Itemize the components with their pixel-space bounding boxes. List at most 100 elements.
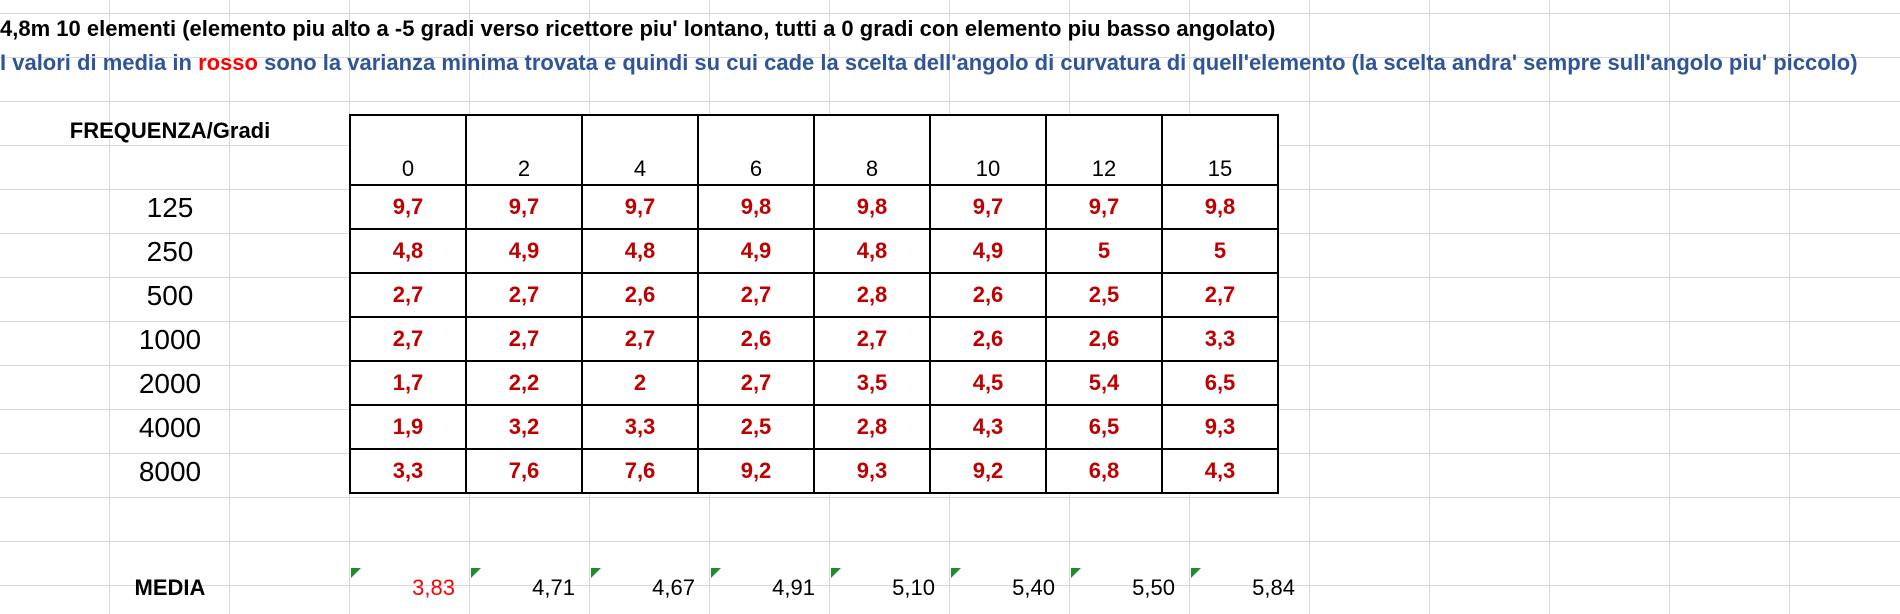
title-text[interactable]: 4,8m 10 elementi (elemento piu alto a -5… (0, 16, 1276, 41)
green-corner-triangle-icon (471, 568, 481, 578)
value-cell[interactable]: 2,7 (697, 360, 815, 406)
value-cell[interactable]: 2,7 (1161, 272, 1279, 318)
value-cell[interactable]: 9,7 (929, 184, 1047, 230)
frequency-cell[interactable]: 8000 (138, 456, 202, 487)
note-highlight: rosso (198, 50, 258, 75)
value-cell[interactable]: 3,3 (581, 404, 699, 450)
value-cell[interactable]: 9,8 (1161, 184, 1279, 230)
value-cell[interactable]: 9,2 (929, 448, 1047, 494)
value-cell[interactable]: 4,3 (1161, 448, 1279, 494)
value-cell[interactable]: 3,2 (465, 404, 583, 450)
value-cell[interactable]: 7,6 (581, 448, 699, 494)
value-cell[interactable]: 1,9 (349, 404, 467, 450)
value-cell[interactable]: 4,9 (929, 228, 1047, 274)
frequency-cell[interactable]: 2000 (138, 368, 202, 399)
angle-header-cell[interactable]: 6 (697, 114, 815, 186)
frequency-cell[interactable]: 4000 (138, 412, 202, 443)
value-cell[interactable]: 6,5 (1161, 360, 1279, 406)
value-cell[interactable]: 2,7 (349, 272, 467, 318)
value-cell[interactable]: 3,5 (813, 360, 931, 406)
value-cell[interactable]: 2,8 (813, 272, 931, 318)
media-cell[interactable]: 3,83 (349, 566, 469, 610)
angle-header-row: 0 2 4 6 8 10 12 15 (349, 114, 1279, 186)
green-corner-triangle-icon (711, 568, 721, 578)
value-cell[interactable]: 9,8 (697, 184, 815, 230)
media-cell[interactable]: 5,50 (1069, 566, 1189, 610)
green-corner-triangle-icon (951, 568, 961, 578)
media-value: 5,10 (892, 575, 935, 600)
value-cell[interactable]: 9,3 (1161, 404, 1279, 450)
value-cell[interactable]: 2,7 (697, 272, 815, 318)
angle-header-cell[interactable]: 15 (1161, 114, 1279, 186)
value-cell[interactable]: 3,3 (349, 448, 467, 494)
value-cell[interactable]: 2,5 (697, 404, 815, 450)
value-cell[interactable]: 2,6 (929, 272, 1047, 318)
media-row: 3,83 4,71 4,67 4,91 5,10 5,40 5,50 5,84 (349, 566, 1309, 610)
value-cell[interactable]: 2,7 (349, 316, 467, 362)
note-suffix: sono la varianza minima trovata e quindi… (257, 50, 1858, 75)
value-cell[interactable]: 4,9 (465, 228, 583, 274)
value-cell[interactable]: 3,3 (1161, 316, 1279, 362)
value-cell[interactable]: 2,8 (813, 404, 931, 450)
media-cell[interactable]: 5,84 (1189, 566, 1309, 610)
variance-table: 0 2 4 6 8 10 12 15 9,7 9,7 9,7 9,8 9,8 9,7 9,7 9,8 4,8 4,… (349, 114, 1279, 494)
value-cell[interactable]: 9,7 (581, 184, 699, 230)
value-cell[interactable]: 2,7 (465, 272, 583, 318)
value-cell[interactable]: 5 (1161, 228, 1279, 274)
value-cell[interactable]: 2,6 (581, 272, 699, 318)
frequency-cell[interactable]: 500 (146, 280, 194, 311)
frequency-cell[interactable]: 250 (146, 236, 194, 267)
value-cell[interactable]: 2,6 (1045, 316, 1163, 362)
value-cell[interactable]: 9,7 (465, 184, 583, 230)
frequency-cell[interactable]: 1000 (138, 324, 202, 355)
media-cell[interactable]: 5,10 (829, 566, 949, 610)
media-value: 4,91 (772, 575, 815, 600)
value-cell[interactable]: 2,6 (697, 316, 815, 362)
value-cell[interactable]: 4,8 (581, 228, 699, 274)
note-text[interactable]: I valori di media in rosso sono la varia… (0, 50, 1858, 76)
value-cell[interactable]: 4,9 (697, 228, 815, 274)
value-cell[interactable]: 4,8 (813, 228, 931, 274)
media-value: 4,71 (532, 575, 575, 600)
table-row: 9,7 9,7 9,7 9,8 9,8 9,7 9,7 9,8 (349, 184, 1279, 230)
value-cell[interactable]: 9,7 (349, 184, 467, 230)
value-cell[interactable]: 4,5 (929, 360, 1047, 406)
media-cell[interactable]: 4,67 (589, 566, 709, 610)
value-cell[interactable]: 9,3 (813, 448, 931, 494)
value-cell[interactable]: 4,3 (929, 404, 1047, 450)
media-value: 5,84 (1252, 575, 1295, 600)
media-cell[interactable]: 4,91 (709, 566, 829, 610)
value-cell[interactable]: 2,6 (929, 316, 1047, 362)
media-label[interactable]: MEDIA (134, 575, 206, 600)
value-cell[interactable]: 2,5 (1045, 272, 1163, 318)
green-corner-triangle-icon (1071, 568, 1081, 578)
value-cell[interactable]: 1,7 (349, 360, 467, 406)
value-cell[interactable]: 5 (1045, 228, 1163, 274)
value-cell[interactable]: 2,7 (813, 316, 931, 362)
frequency-degrees-label[interactable]: FREQUENZA/Gradi (69, 118, 271, 143)
value-cell[interactable]: 9,8 (813, 184, 931, 230)
value-cell[interactable]: 7,6 (465, 448, 583, 494)
media-cell[interactable]: 5,40 (949, 566, 1069, 610)
value-cell[interactable]: 2,7 (581, 316, 699, 362)
value-cell[interactable]: 2 (581, 360, 699, 406)
value-cell[interactable]: 5,4 (1045, 360, 1163, 406)
value-cell[interactable]: 9,7 (1045, 184, 1163, 230)
value-cell[interactable]: 9,2 (697, 448, 815, 494)
angle-header-cell[interactable]: 0 (349, 114, 467, 186)
angle-header-cell[interactable]: 12 (1045, 114, 1163, 186)
value-cell[interactable]: 2,2 (465, 360, 583, 406)
value-cell[interactable]: 4,8 (349, 228, 467, 274)
table-row: 2,7 2,7 2,6 2,7 2,8 2,6 2,5 2,7 (349, 272, 1279, 318)
value-cell[interactable]: 6,8 (1045, 448, 1163, 494)
media-cell[interactable]: 4,71 (469, 566, 589, 610)
table-row: 2,7 2,7 2,7 2,6 2,7 2,6 2,6 3,3 (349, 316, 1279, 362)
value-cell[interactable]: 6,5 (1045, 404, 1163, 450)
value-cell[interactable]: 2,7 (465, 316, 583, 362)
frequency-cell[interactable]: 125 (146, 192, 194, 223)
angle-header-cell[interactable]: 8 (813, 114, 931, 186)
angle-header-cell[interactable]: 2 (465, 114, 583, 186)
angle-header-cell[interactable]: 10 (929, 114, 1047, 186)
green-corner-triangle-icon (351, 568, 361, 578)
angle-header-cell[interactable]: 4 (581, 114, 699, 186)
